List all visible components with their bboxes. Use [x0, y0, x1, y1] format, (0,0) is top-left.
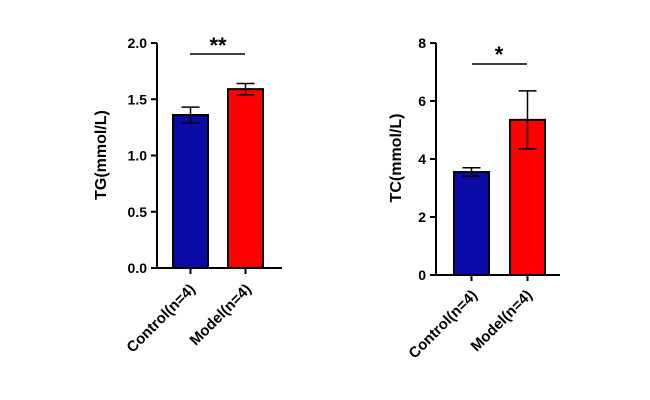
tg-bars — [172, 82, 264, 274]
tg-bar-model — [227, 88, 264, 269]
tc-y-tick-label: 2 — [418, 209, 426, 225]
tg-significance-marker: ** — [209, 33, 227, 58]
tg-y-tick-label: 1.5 — [128, 91, 148, 107]
tc-significance-marker: * — [495, 42, 504, 67]
tc-y-tick-label: 8 — [418, 35, 426, 51]
tc-y-tick-label: 0 — [418, 267, 426, 283]
tg-bar-control — [172, 114, 209, 269]
tg-error-bar-model — [236, 82, 255, 96]
tc-error-bar-control — [462, 166, 481, 178]
tc-y-axis-label: TC(mmol/L) — [388, 114, 405, 203]
tc-bars — [453, 90, 546, 281]
tg-y-tick-label: 1.0 — [128, 148, 148, 164]
tc-category-label-control: Control(n=4) — [405, 287, 480, 362]
tc-y-tick-label: 4 — [418, 151, 426, 167]
tc-bar-control — [453, 171, 490, 276]
tg-category-label-control: Control(n=4) — [123, 281, 198, 356]
tg-y-tick-label: 0.0 — [128, 260, 148, 276]
tg-y-axis-label: TG(mmol/L) — [93, 110, 110, 200]
tg-y-tick-label: 0.5 — [128, 204, 148, 220]
tc-y-ticks: 0 2 4 6 8 — [418, 35, 436, 283]
tg-y-ticks: 0.0 0.5 1.0 1.5 2.0 — [128, 35, 157, 276]
tc-error-bar-model — [518, 90, 537, 150]
tg-y-tick-label: 2.0 — [128, 35, 148, 51]
tc-y-tick-label: 6 — [418, 93, 426, 109]
tg-error-bar-control — [181, 106, 200, 124]
chart-tg: TG(mmol/L) 0.0 0.5 1.0 1.5 2.0 ** Control(n=… — [93, 33, 282, 356]
